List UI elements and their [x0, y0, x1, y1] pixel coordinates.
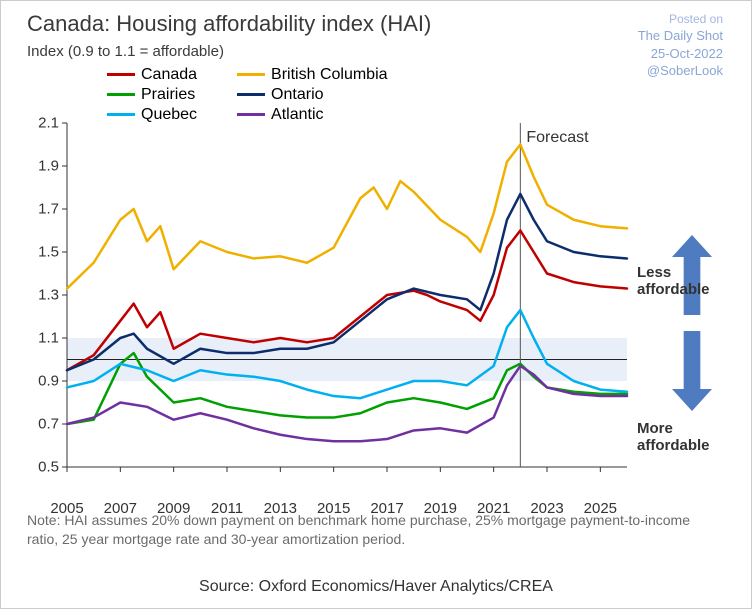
legend-item: Ontario — [237, 85, 387, 105]
more-affordable-label: More affordable — [637, 420, 710, 455]
legend-item: Canada — [107, 65, 197, 85]
line-chart — [27, 65, 717, 495]
footnote: Note: HAI assumes 20% down payment on be… — [27, 511, 725, 549]
chart-card: Canada: Housing affordability index (HAI… — [0, 0, 752, 609]
y-tick-label: 0.9 — [27, 373, 59, 390]
legend-label: Ontario — [271, 86, 323, 103]
chart-area: 0.50.70.91.11.31.51.71.92.1 200520072009… — [27, 65, 717, 495]
forecast-label: Forecast — [526, 129, 588, 147]
legend-swatch — [237, 73, 265, 76]
source-line: Source: Oxford Economics/Haver Analytics… — [1, 578, 751, 596]
legend-item: Quebec — [107, 105, 197, 125]
legend-label: Prairies — [141, 86, 195, 103]
legend-item: British Columbia — [237, 65, 387, 85]
watermark-line: 25-Oct-2022 — [638, 45, 723, 63]
y-tick-label: 0.7 — [27, 416, 59, 433]
chart-title: Canada: Housing affordability index (HAI… — [27, 11, 431, 37]
legend-swatch — [237, 93, 265, 96]
legend-label: Atlantic — [271, 106, 323, 123]
legend-swatch — [237, 113, 265, 116]
legend-item: Prairies — [107, 85, 197, 105]
watermark-line: The Daily Shot — [638, 27, 723, 45]
legend-label: Quebec — [141, 106, 197, 123]
legend-label: British Columbia — [271, 66, 387, 83]
legend: Canada Prairies Quebec British Columbia Onta… — [107, 65, 428, 125]
legend-item: Atlantic — [237, 105, 387, 125]
y-tick-label: 1.7 — [27, 201, 59, 218]
chart-subtitle: Index (0.9 to 1.1 = affordable) — [27, 43, 224, 60]
legend-swatch — [107, 73, 135, 76]
less-affordable-label: Less affordable — [637, 264, 710, 299]
y-tick-label: 1.9 — [27, 158, 59, 175]
y-tick-label: 1.5 — [27, 244, 59, 261]
y-tick-label: 2.1 — [27, 115, 59, 132]
legend-swatch — [107, 93, 135, 96]
watermark-line: Posted on — [638, 11, 723, 27]
legend-swatch — [107, 113, 135, 116]
y-tick-label: 1.3 — [27, 287, 59, 304]
legend-label: Canada — [141, 66, 197, 83]
y-tick-label: 1.1 — [27, 330, 59, 347]
y-tick-label: 0.5 — [27, 459, 59, 476]
